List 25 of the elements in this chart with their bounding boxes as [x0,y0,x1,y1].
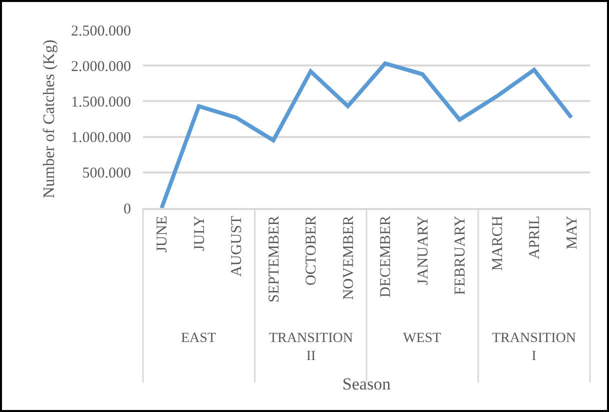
x-tick-label: MAY [564,216,580,250]
y-axis-title: Number of Catches (Kg) [40,40,58,198]
x-axis-title: Season [342,374,392,394]
x-tick-label: DECEMBER [378,216,394,298]
x-tick-label: JANUARY [415,216,432,285]
x-tick-label: OCTOBER [304,216,320,286]
x-tick-label: FEBRUARY [452,216,469,295]
x-tick-label: NOVEMBER [340,216,357,300]
x-tick-label: MARCH [490,216,506,271]
line-series [160,61,574,208]
x-tick-label: AUGUST [229,216,246,277]
y-tick-label: 1.500.000 [71,94,131,110]
text: TRANSITION I [492,331,576,364]
y-tick-label: 1.000.000 [71,130,131,146]
y-tick-label: 500.000 [82,166,131,182]
text: EAST [181,331,216,346]
text: TRANSITION II [269,331,353,364]
x-tick-label: SEPTEMBER [266,216,282,302]
x-tick-label: JULY [192,216,208,251]
x-tick-label: JUNE [154,216,171,252]
y-tick-label: 0 [124,201,131,218]
y-tick-label: 2.500.000 [71,23,131,40]
x-tick-label: APRIL [527,216,544,260]
y-tick-label: 2.000.000 [71,58,131,75]
text: WEST [403,331,442,346]
